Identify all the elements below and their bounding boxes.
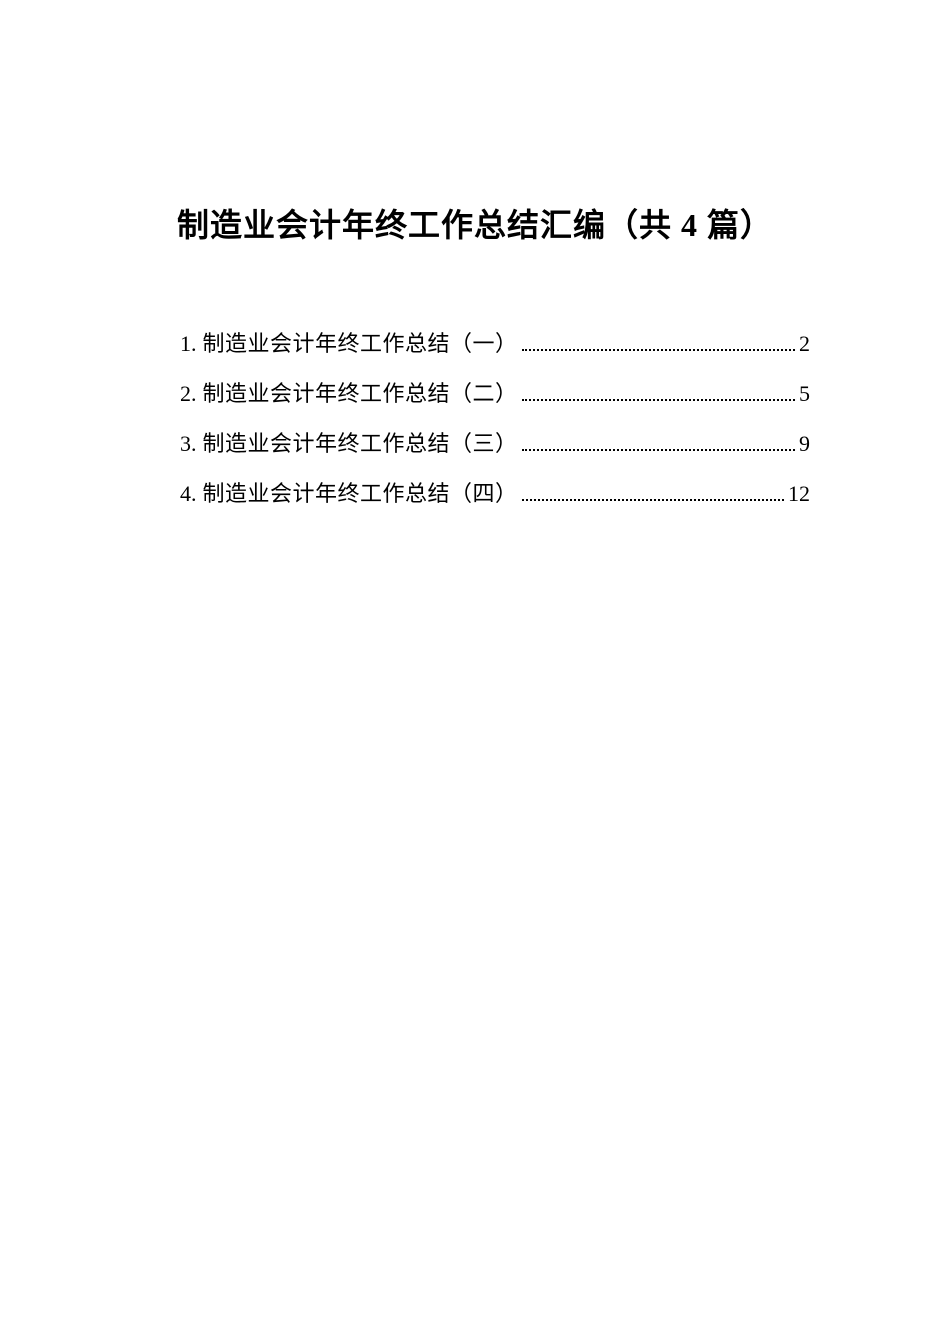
toc-entry: 1. 制造业会计年终工作总结（一） 2 — [180, 326, 810, 358]
toc-entry-page: 5 — [799, 381, 810, 407]
toc-entry-number: 2. — [180, 381, 197, 407]
toc-dots — [522, 449, 795, 451]
toc-entry-page: 12 — [788, 481, 810, 507]
toc-entry-label: 制造业会计年终工作总结（二） — [203, 376, 518, 408]
toc-dots — [522, 399, 795, 401]
toc-entry-label: 制造业会计年终工作总结（三） — [203, 426, 518, 458]
toc-entry-number: 3. — [180, 431, 197, 457]
toc-entry: 4. 制造业会计年终工作总结（四） 12 — [180, 476, 810, 508]
document-page: 制造业会计年终工作总结汇编（共 4 篇） 1. 制造业会计年终工作总结（一） 2… — [0, 0, 950, 508]
toc-entry-label: 制造业会计年终工作总结（一） — [203, 326, 518, 358]
toc-entry-label: 制造业会计年终工作总结（四） — [203, 476, 518, 508]
toc-dots — [522, 349, 795, 351]
table-of-contents: 1. 制造业会计年终工作总结（一） 2 2. 制造业会计年终工作总结（二） 5 … — [130, 326, 820, 508]
toc-entry: 2. 制造业会计年终工作总结（二） 5 — [180, 376, 810, 408]
toc-entry-number: 1. — [180, 331, 197, 357]
toc-entry-page: 9 — [799, 431, 810, 457]
toc-dots — [522, 499, 784, 501]
toc-entry-page: 2 — [799, 331, 810, 357]
document-title: 制造业会计年终工作总结汇编（共 4 篇） — [130, 200, 820, 246]
toc-entry-number: 4. — [180, 481, 197, 507]
toc-entry: 3. 制造业会计年终工作总结（三） 9 — [180, 426, 810, 458]
